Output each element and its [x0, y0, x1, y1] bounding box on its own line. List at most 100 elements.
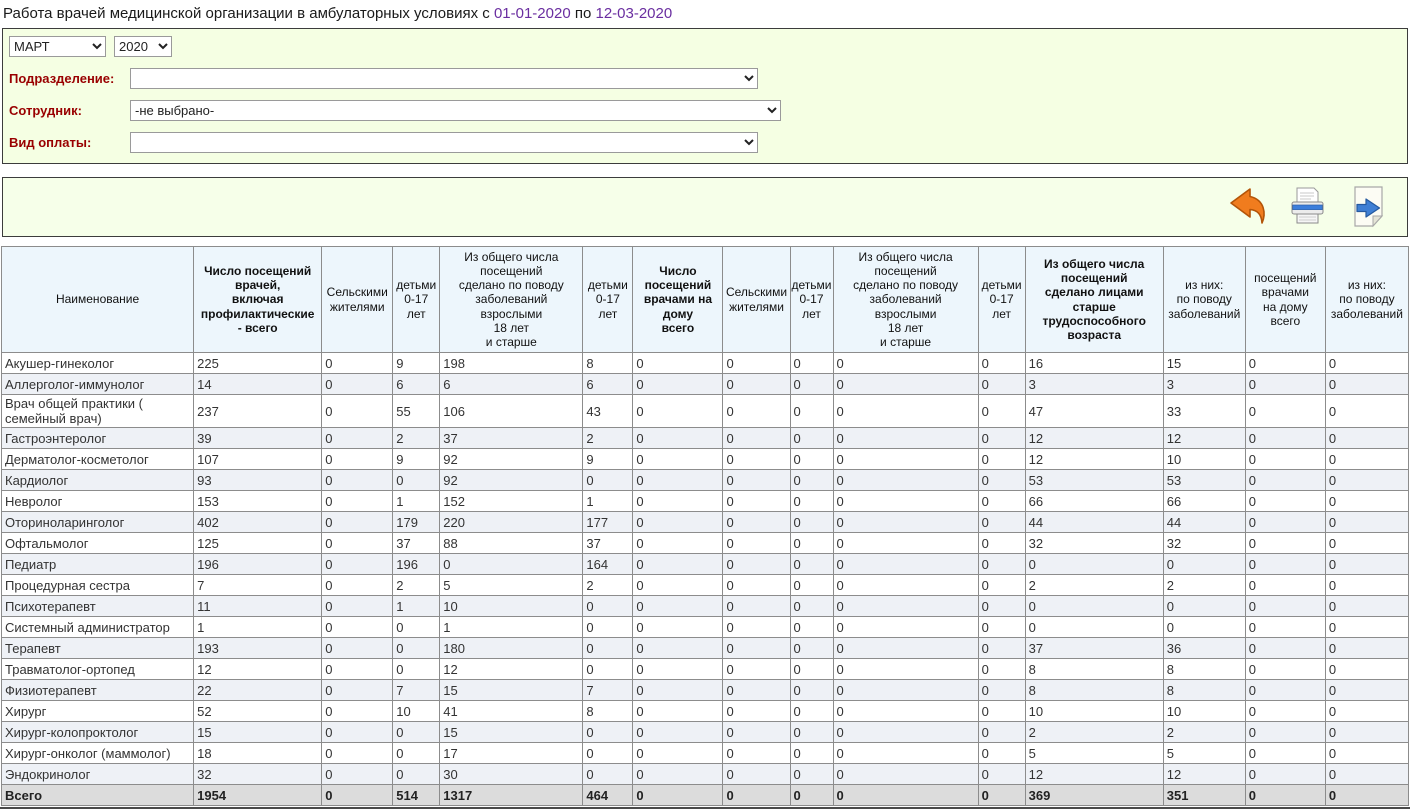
table-cell: 0	[392, 763, 441, 786]
row-name: Хирург-колопроктолог	[0, 721, 195, 744]
table-cell: 0	[789, 427, 834, 450]
table-cell: 107	[193, 448, 323, 471]
table-cell: 0	[1244, 700, 1326, 723]
table-cell: 237	[193, 394, 323, 429]
table-cell: 1317	[439, 784, 584, 807]
row-name: Невролог	[0, 490, 195, 513]
table-cell: 32	[1162, 532, 1246, 555]
table-cell: 10	[1162, 448, 1246, 471]
table-cell: 33	[1162, 394, 1246, 429]
table-cell: 0	[582, 658, 634, 681]
table-cell: 8	[1024, 679, 1164, 702]
row-name: Терапевт	[0, 637, 195, 660]
table-cell: 0	[722, 553, 791, 576]
department-label: Подразделение:	[9, 71, 115, 86]
table-cell: 12	[1024, 427, 1164, 450]
department-select[interactable]	[130, 68, 758, 89]
table-cell: 9	[582, 448, 634, 471]
table-cell: 0	[832, 469, 979, 492]
table-cell: 0	[977, 742, 1026, 765]
table-cell: 2	[392, 574, 441, 597]
table-cell: 0	[722, 679, 791, 702]
table-cell: 0	[1244, 553, 1326, 576]
table-cell: 0	[832, 373, 979, 396]
table-cell: 0	[832, 427, 979, 450]
table-cell: 22	[193, 679, 323, 702]
table-cell: 0	[632, 637, 724, 660]
table-cell: 66	[1024, 490, 1164, 513]
table-cell: 0	[977, 721, 1026, 744]
table-cell: 17	[439, 742, 584, 765]
table-row: Невролог 153 0 1 152 1 0 0 0 0 0 66 66 0 0	[0, 490, 1410, 513]
table-cell: 0	[832, 658, 979, 681]
table-cell: 0	[789, 742, 834, 765]
payment-select[interactable]	[130, 132, 758, 153]
table-cell: 0	[977, 595, 1026, 618]
print-button[interactable]	[1286, 184, 1330, 230]
table-cell: 6	[582, 373, 634, 396]
table-cell: 36	[1162, 637, 1246, 660]
report-table-wrap: Наименование Число посещений врачей, вклю…	[0, 245, 1410, 810]
table-row: Физиотерапевт 22 0 7 15 7 0 0 0 0 0 8 8 0 0	[0, 679, 1410, 702]
table-cell: 0	[632, 427, 724, 450]
table-cell: 0	[632, 700, 724, 723]
table-cell: 1	[439, 616, 584, 639]
department-row: Подразделение:	[9, 68, 1401, 89]
table-cell: 47	[1024, 394, 1164, 429]
table-cell: 3	[1024, 373, 1164, 396]
row-name: Педиатр	[0, 553, 195, 576]
table-cell: 0	[977, 658, 1026, 681]
table-cell: 0	[439, 553, 584, 576]
table-cell: 0	[832, 784, 979, 807]
table-cell: 0	[1324, 763, 1410, 786]
month-select[interactable]: МАРТ	[9, 36, 106, 57]
table-cell: 0	[321, 511, 394, 534]
row-name: Кардиолог	[0, 469, 195, 492]
table-cell: 0	[632, 511, 724, 534]
table-cell: 0	[1244, 595, 1326, 618]
table-cell: 39	[193, 427, 323, 450]
table-cell: 0	[582, 763, 634, 786]
table-cell: 0	[722, 574, 791, 597]
table-cell: 0	[789, 700, 834, 723]
table-cell: 0	[789, 352, 834, 375]
table-cell: 10	[1162, 700, 1246, 723]
table-cell: 0	[722, 637, 791, 660]
table-cell: 0	[321, 427, 394, 450]
table-cell: 369	[1024, 784, 1164, 807]
table-cell: 0	[832, 721, 979, 744]
table-row: Аллерголог-иммунолог 14 0 6 6 6 0 0 0 0 0 3 3 0 0	[0, 373, 1410, 396]
table-cell: 125	[193, 532, 323, 555]
table-cell: 0	[321, 700, 394, 723]
table-cell: 0	[1162, 595, 1246, 618]
table-cell: 0	[832, 700, 979, 723]
table-cell: 92	[439, 448, 584, 471]
table-cell: 0	[722, 352, 791, 375]
date-to: 12-03-2020	[595, 5, 673, 22]
table-cell: 10	[392, 700, 441, 723]
table-cell: 0	[722, 469, 791, 492]
table-cell: 12	[439, 658, 584, 681]
table-cell: 0	[1324, 511, 1410, 534]
table-cell: 0	[632, 448, 724, 471]
table-cell: 0	[977, 700, 1026, 723]
table-cell: 0	[1024, 595, 1164, 618]
table-cell: 52	[193, 700, 323, 723]
period-row: МАРТ 2020	[9, 36, 1401, 57]
table-cell: 0	[832, 763, 979, 786]
table-cell: 0	[977, 637, 1026, 660]
table-cell: 0	[789, 574, 834, 597]
table-cell: 0	[977, 490, 1026, 513]
table-cell: 2	[1024, 574, 1164, 597]
column-header: из них: по поводу заболеваний	[1324, 245, 1410, 354]
employee-select[interactable]: -не выбрано-	[130, 100, 781, 121]
table-row: Кардиолог 93 0 0 92 0 0 0 0 0 0 53 53 0 0	[0, 469, 1410, 492]
export-button[interactable]	[1347, 184, 1391, 230]
row-name: Процедурная сестра	[0, 574, 195, 597]
table-cell: 0	[1324, 658, 1410, 681]
table-cell: 0	[1244, 427, 1326, 450]
table-cell: 0	[789, 532, 834, 555]
table-cell: 0	[789, 373, 834, 396]
year-select[interactable]: 2020	[114, 36, 172, 57]
back-button[interactable]	[1225, 184, 1269, 230]
